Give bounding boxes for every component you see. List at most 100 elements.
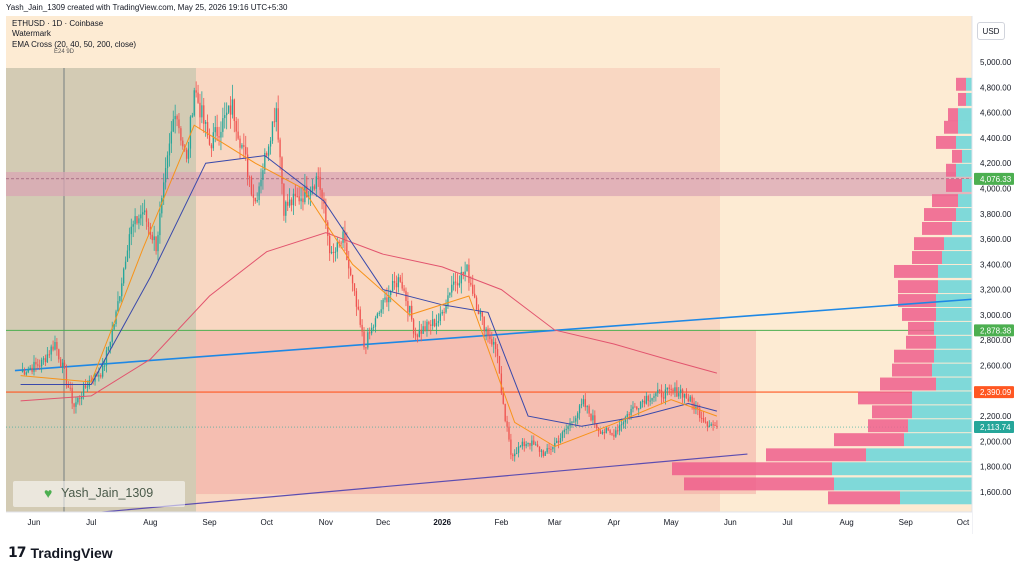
vp-bar-pink <box>858 391 912 405</box>
vp-bar-teal <box>958 120 972 134</box>
candle-body <box>580 404 583 406</box>
candle-body <box>691 396 693 403</box>
candle-body <box>506 421 508 427</box>
candle-body <box>576 413 579 419</box>
candle-body <box>302 198 304 203</box>
vp-bar-pink <box>828 491 900 505</box>
candle-body <box>174 116 176 120</box>
candle-body <box>349 268 352 275</box>
candle-body <box>432 319 434 326</box>
candle-body <box>536 444 539 447</box>
candle-body <box>508 426 510 440</box>
vp-bar-teal <box>912 391 972 405</box>
candle-body <box>327 222 329 236</box>
vp-bar-pink <box>868 419 908 433</box>
candle-body <box>231 99 234 115</box>
vp-bar-teal <box>962 149 972 163</box>
candle-body <box>660 390 663 398</box>
vp-bar-teal <box>956 163 972 177</box>
vp-bar-pink <box>908 321 934 335</box>
tradingview-wordmark: TradingView <box>30 545 113 561</box>
vp-bar-teal <box>912 405 972 419</box>
candle-body <box>306 185 308 198</box>
x-tick-label: Sep <box>899 518 914 527</box>
candle-body <box>145 210 148 222</box>
candle-body <box>105 350 108 366</box>
candle-body <box>113 324 115 330</box>
vp-bar-pink <box>880 377 936 391</box>
candle-body <box>138 218 140 224</box>
candle-body <box>151 234 153 241</box>
vp-bar-pink <box>946 178 962 192</box>
candle-body <box>674 387 676 392</box>
legend-indicator[interactable]: EMA Cross (20, 40, 50, 200, close) <box>12 40 137 49</box>
x-tick-label: Dec <box>376 518 390 527</box>
vp-bar-teal <box>938 264 972 278</box>
candle-body <box>363 331 365 348</box>
legend-symbol[interactable]: ETHUSD · 1D · Coinbase <box>12 19 104 28</box>
chart-area[interactable]: 1,600.001,800.002,000.002,200.002,400.00… <box>6 16 1016 534</box>
vp-bar-pink <box>902 307 936 321</box>
y-tick-label: 3,400.00 <box>980 260 1012 269</box>
y-tick-label: 4,000.00 <box>980 184 1012 193</box>
vp-bar-pink <box>944 120 958 134</box>
candle-body <box>548 448 550 450</box>
candle-body <box>309 190 312 196</box>
vp-bar-pink <box>912 251 942 264</box>
y-tick-label: 1,600.00 <box>980 488 1012 497</box>
candle-body <box>86 386 89 388</box>
candle-body <box>517 446 520 453</box>
candle-body <box>182 140 184 147</box>
candle-body <box>153 236 155 241</box>
candle-body <box>361 324 363 332</box>
candle-body <box>281 157 283 184</box>
candle-body <box>369 332 371 334</box>
candle-body <box>128 234 131 251</box>
vp-bar-teal <box>942 251 972 264</box>
candle-body <box>203 105 205 124</box>
price-label-text: 2,390.09 <box>980 388 1012 397</box>
candle-body <box>75 402 77 407</box>
candle-body <box>147 221 150 227</box>
candle-body <box>71 387 73 404</box>
candle-body <box>487 328 489 337</box>
candle-body <box>494 341 497 350</box>
candle-body <box>39 365 41 367</box>
candle-body <box>60 359 62 368</box>
candle-body <box>67 385 70 388</box>
candle-body <box>260 179 262 187</box>
candle-body <box>35 361 37 365</box>
candle-body <box>626 414 628 418</box>
candle-body <box>258 186 260 201</box>
x-tick-label: Apr <box>608 518 621 527</box>
candle-body <box>367 332 369 348</box>
vp-bar-pink <box>894 349 934 363</box>
price-chart[interactable]: 1,600.001,800.002,000.002,200.002,400.00… <box>6 16 1016 534</box>
candle-body <box>40 359 43 367</box>
candle-body <box>164 168 167 183</box>
vp-bar-pink <box>672 462 832 476</box>
tradingview-logo[interactable]: 17 TradingView <box>8 545 113 561</box>
candle-body <box>428 321 430 325</box>
currency-button[interactable]: USD <box>977 22 1005 40</box>
candle-body <box>676 387 678 397</box>
candle-body <box>130 226 132 235</box>
vp-bar-pink <box>906 335 936 349</box>
candle-body <box>208 135 211 145</box>
candle-body <box>277 108 279 140</box>
candle-body <box>445 305 447 313</box>
candle-body <box>659 389 661 391</box>
candle-body <box>395 282 398 288</box>
candle-body <box>212 132 214 149</box>
candle-body <box>283 183 285 216</box>
candle-body <box>388 295 390 303</box>
candle-body <box>319 176 321 190</box>
x-tick-label: Jul <box>782 518 792 527</box>
vp-bar-teal <box>932 363 972 377</box>
candle-body <box>143 210 146 213</box>
volume-profile <box>672 77 972 505</box>
candle-body <box>420 329 422 334</box>
candle-body <box>370 327 373 334</box>
candle-body <box>496 349 499 357</box>
legend-watermark[interactable]: Watermark <box>12 29 51 38</box>
